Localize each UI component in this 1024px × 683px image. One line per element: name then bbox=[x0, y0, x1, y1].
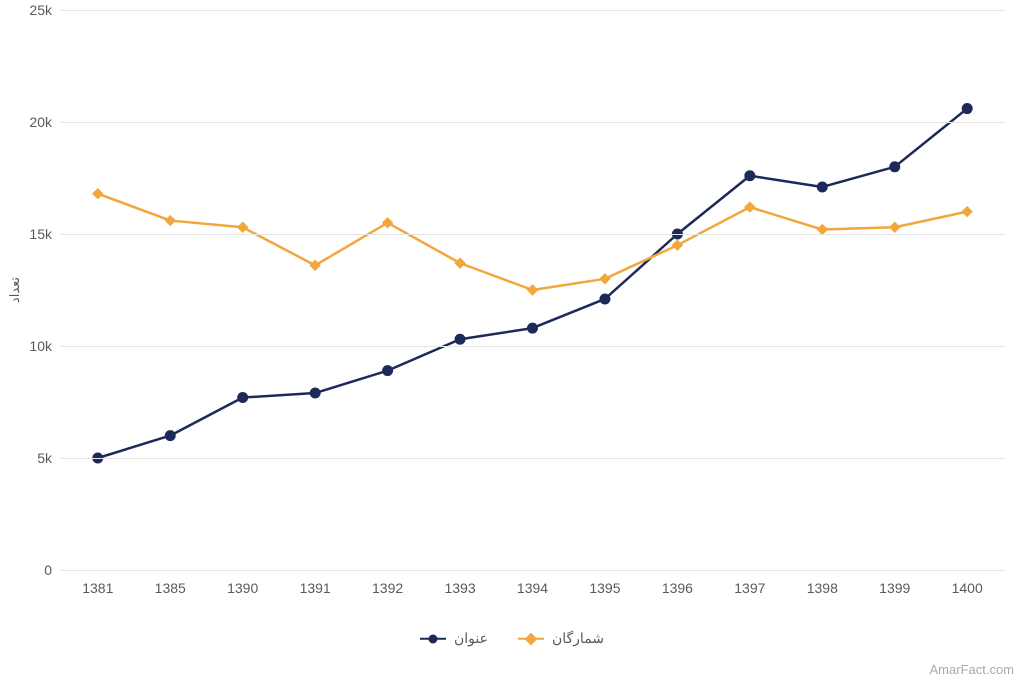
x-tick-label: 1392 bbox=[372, 580, 403, 596]
series-marker bbox=[817, 182, 827, 192]
legend-item[interactable]: شمارگان bbox=[518, 630, 604, 647]
series-marker bbox=[745, 171, 755, 181]
x-tick-label: 1394 bbox=[517, 580, 548, 596]
x-tick-label: 1398 bbox=[807, 580, 838, 596]
chart-svg bbox=[60, 10, 1005, 570]
series-marker bbox=[310, 388, 320, 398]
series-marker bbox=[455, 334, 465, 344]
y-tick-label: 0 bbox=[44, 562, 52, 578]
x-tick-label: 1395 bbox=[589, 580, 620, 596]
series-marker bbox=[672, 240, 682, 250]
series-marker bbox=[600, 294, 610, 304]
legend-label: شمارگان bbox=[552, 630, 604, 647]
x-tick-label: 1381 bbox=[82, 580, 113, 596]
x-tick-label: 1397 bbox=[734, 580, 765, 596]
grid-line bbox=[60, 10, 1005, 11]
series-marker bbox=[745, 202, 755, 212]
grid-line bbox=[60, 346, 1005, 347]
grid-line bbox=[60, 570, 1005, 571]
y-tick-label: 15k bbox=[29, 226, 52, 242]
chart-container: 0 5k 10k 15k 20k 25k 1381 1385 1390 1391 1392 1393 1… bbox=[0, 0, 1024, 683]
series-line bbox=[98, 109, 967, 458]
legend-item[interactable]: عنوان bbox=[420, 630, 488, 647]
x-tick-label: 1385 bbox=[155, 580, 186, 596]
x-tick-label: 1399 bbox=[879, 580, 910, 596]
legend-label: عنوان bbox=[454, 630, 488, 647]
x-tick-label: 1393 bbox=[444, 580, 475, 596]
series-marker bbox=[165, 431, 175, 441]
series-marker bbox=[165, 216, 175, 226]
series-marker bbox=[383, 366, 393, 376]
series-marker bbox=[962, 104, 972, 114]
series-marker bbox=[455, 258, 465, 268]
series-line bbox=[98, 194, 967, 290]
grid-line bbox=[60, 122, 1005, 123]
series-marker bbox=[238, 393, 248, 403]
series-marker bbox=[962, 207, 972, 217]
y-tick-label: 5k bbox=[37, 450, 52, 466]
y-tick-label: 25k bbox=[29, 2, 52, 18]
grid-line bbox=[60, 458, 1005, 459]
plot-area: 05k10k15k20k25k1381138513901391139213931… bbox=[60, 10, 1005, 570]
series-marker bbox=[238, 222, 248, 232]
x-tick-label: 1396 bbox=[662, 580, 693, 596]
y-tick-label: 10k bbox=[29, 338, 52, 354]
series-marker bbox=[528, 285, 538, 295]
y-tick-label: 20k bbox=[29, 114, 52, 130]
x-tick-label: 1390 bbox=[227, 580, 258, 596]
legend-swatch bbox=[518, 632, 544, 646]
x-tick-label: 1400 bbox=[952, 580, 983, 596]
legend-swatch bbox=[420, 632, 446, 646]
grid-line bbox=[60, 234, 1005, 235]
y-axis-title: تعداد bbox=[7, 277, 23, 303]
series-marker bbox=[93, 189, 103, 199]
series-marker bbox=[890, 222, 900, 232]
series-marker bbox=[600, 274, 610, 284]
series-marker bbox=[890, 162, 900, 172]
watermark: AmarFact.com bbox=[929, 662, 1014, 677]
x-tick-label: 1391 bbox=[300, 580, 331, 596]
series-marker bbox=[528, 323, 538, 333]
legend: عنوان شمارگان bbox=[420, 630, 604, 647]
